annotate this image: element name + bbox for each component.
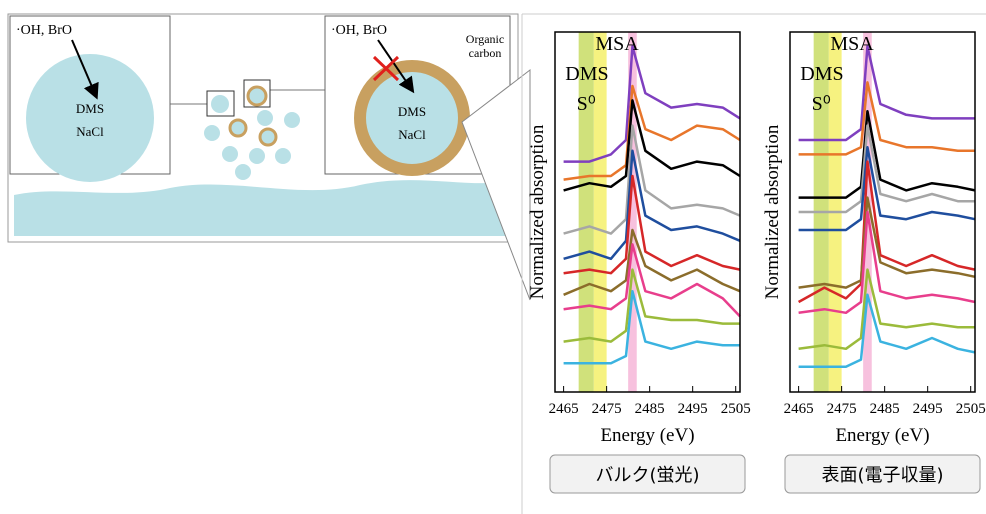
band-label: DMS [565, 63, 608, 85]
x-axis-label: Energy (eV) [600, 425, 694, 446]
radical-label: ·OH, BrO [331, 23, 387, 38]
band-label: DMS [800, 63, 843, 85]
x-tick-label: 2465 [784, 401, 814, 417]
band-label: MSA [595, 33, 639, 55]
radical-label: ·OH, BrO [16, 23, 72, 38]
x-tick-label: 2485 [635, 401, 665, 417]
x-tick-label: 2485 [870, 401, 900, 417]
x-axis-label: Energy (eV) [835, 425, 929, 446]
core-label: DMS [76, 101, 104, 116]
caption: バルク(蛍光) [595, 465, 699, 486]
core-label: DMS [398, 104, 426, 119]
band-label: MSA [830, 33, 874, 55]
core-label: NaCl [398, 127, 426, 142]
x-tick-label: 2495 [913, 401, 943, 417]
figure: ·OH, BrO DMS NaCl ·OH, BrO DMS NaCl Orga [0, 0, 986, 514]
schematic: ·OH, BrO DMS NaCl ·OH, BrO DMS NaCl Orga [8, 14, 530, 300]
x-tick-label: 2475 [827, 401, 857, 417]
shell-label: carbon [469, 46, 502, 60]
band-label: S⁰ [812, 93, 831, 115]
core-label: NaCl [76, 124, 104, 139]
y-axis-label: Normalized absorption [527, 124, 548, 299]
droplet [26, 54, 154, 182]
y-axis-label: Normalized absorption [762, 124, 783, 299]
shell-label: Organic [466, 32, 504, 46]
x-tick-label: 2465 [549, 401, 579, 417]
x-tick-label: 2495 [678, 401, 708, 417]
x-tick-label: 2505 [956, 401, 986, 417]
caption: 表面(電子収量) [821, 465, 943, 486]
x-tick-label: 2505 [721, 401, 751, 417]
x-tick-label: 2475 [592, 401, 622, 417]
band-label: S⁰ [577, 93, 596, 115]
